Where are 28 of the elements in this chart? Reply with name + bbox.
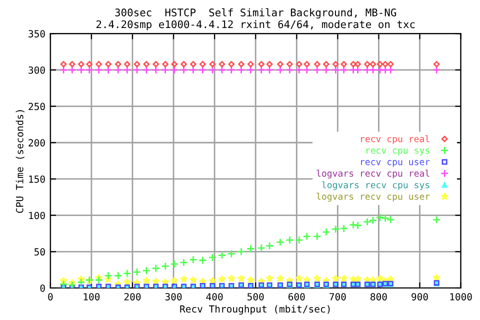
legend-label: logvars recv cpu real bbox=[316, 170, 430, 179]
legend-label: recv cpu real bbox=[361, 135, 430, 144]
y-tick-label: 250 bbox=[28, 102, 45, 110]
x-tick-label: 0 bbox=[48, 293, 53, 300]
y-tick-label: 50 bbox=[34, 248, 45, 256]
x-axis-title: Recv Throughput (mbit/sec) bbox=[180, 305, 330, 315]
y-tick-label: 150 bbox=[29, 175, 45, 183]
x-tick-label: 500 bbox=[248, 293, 264, 300]
legend-label: recv cpu sys bbox=[366, 148, 430, 156]
y-tick-label: 200 bbox=[28, 139, 45, 146]
x-tick-label: 600 bbox=[288, 293, 305, 300]
chart-title: 300sec HSTCP Self Similar Background, MB-NG 2.4.20smp e1000-4.4.12 rxint 64/64, moderate on txc bbox=[96, 8, 415, 30]
x-tick-label: 800 bbox=[370, 293, 387, 300]
y-tick-label: 350 bbox=[28, 30, 45, 38]
x-tick-label: 700 bbox=[330, 293, 346, 300]
y-tick-label: 100 bbox=[29, 212, 45, 220]
x-tick-label: 200 bbox=[124, 293, 141, 300]
x-tick-label: 300 bbox=[165, 293, 182, 300]
x-tick-label: 1000 bbox=[450, 293, 472, 300]
x-tick-label: 100 bbox=[84, 293, 100, 300]
y-axis-title: CPU Time (seconds) bbox=[16, 110, 24, 213]
y-tick-label: 300 bbox=[28, 66, 45, 74]
y-tick-label: 0 bbox=[40, 284, 45, 292]
x-tick-label: 400 bbox=[206, 293, 223, 300]
legend-label: logvars recv cpu sys bbox=[322, 181, 430, 190]
legend-label: recv cpu user bbox=[361, 160, 430, 167]
x-tick-label: 900 bbox=[412, 293, 428, 300]
legend-label: logvars recv cpu user bbox=[316, 192, 430, 202]
